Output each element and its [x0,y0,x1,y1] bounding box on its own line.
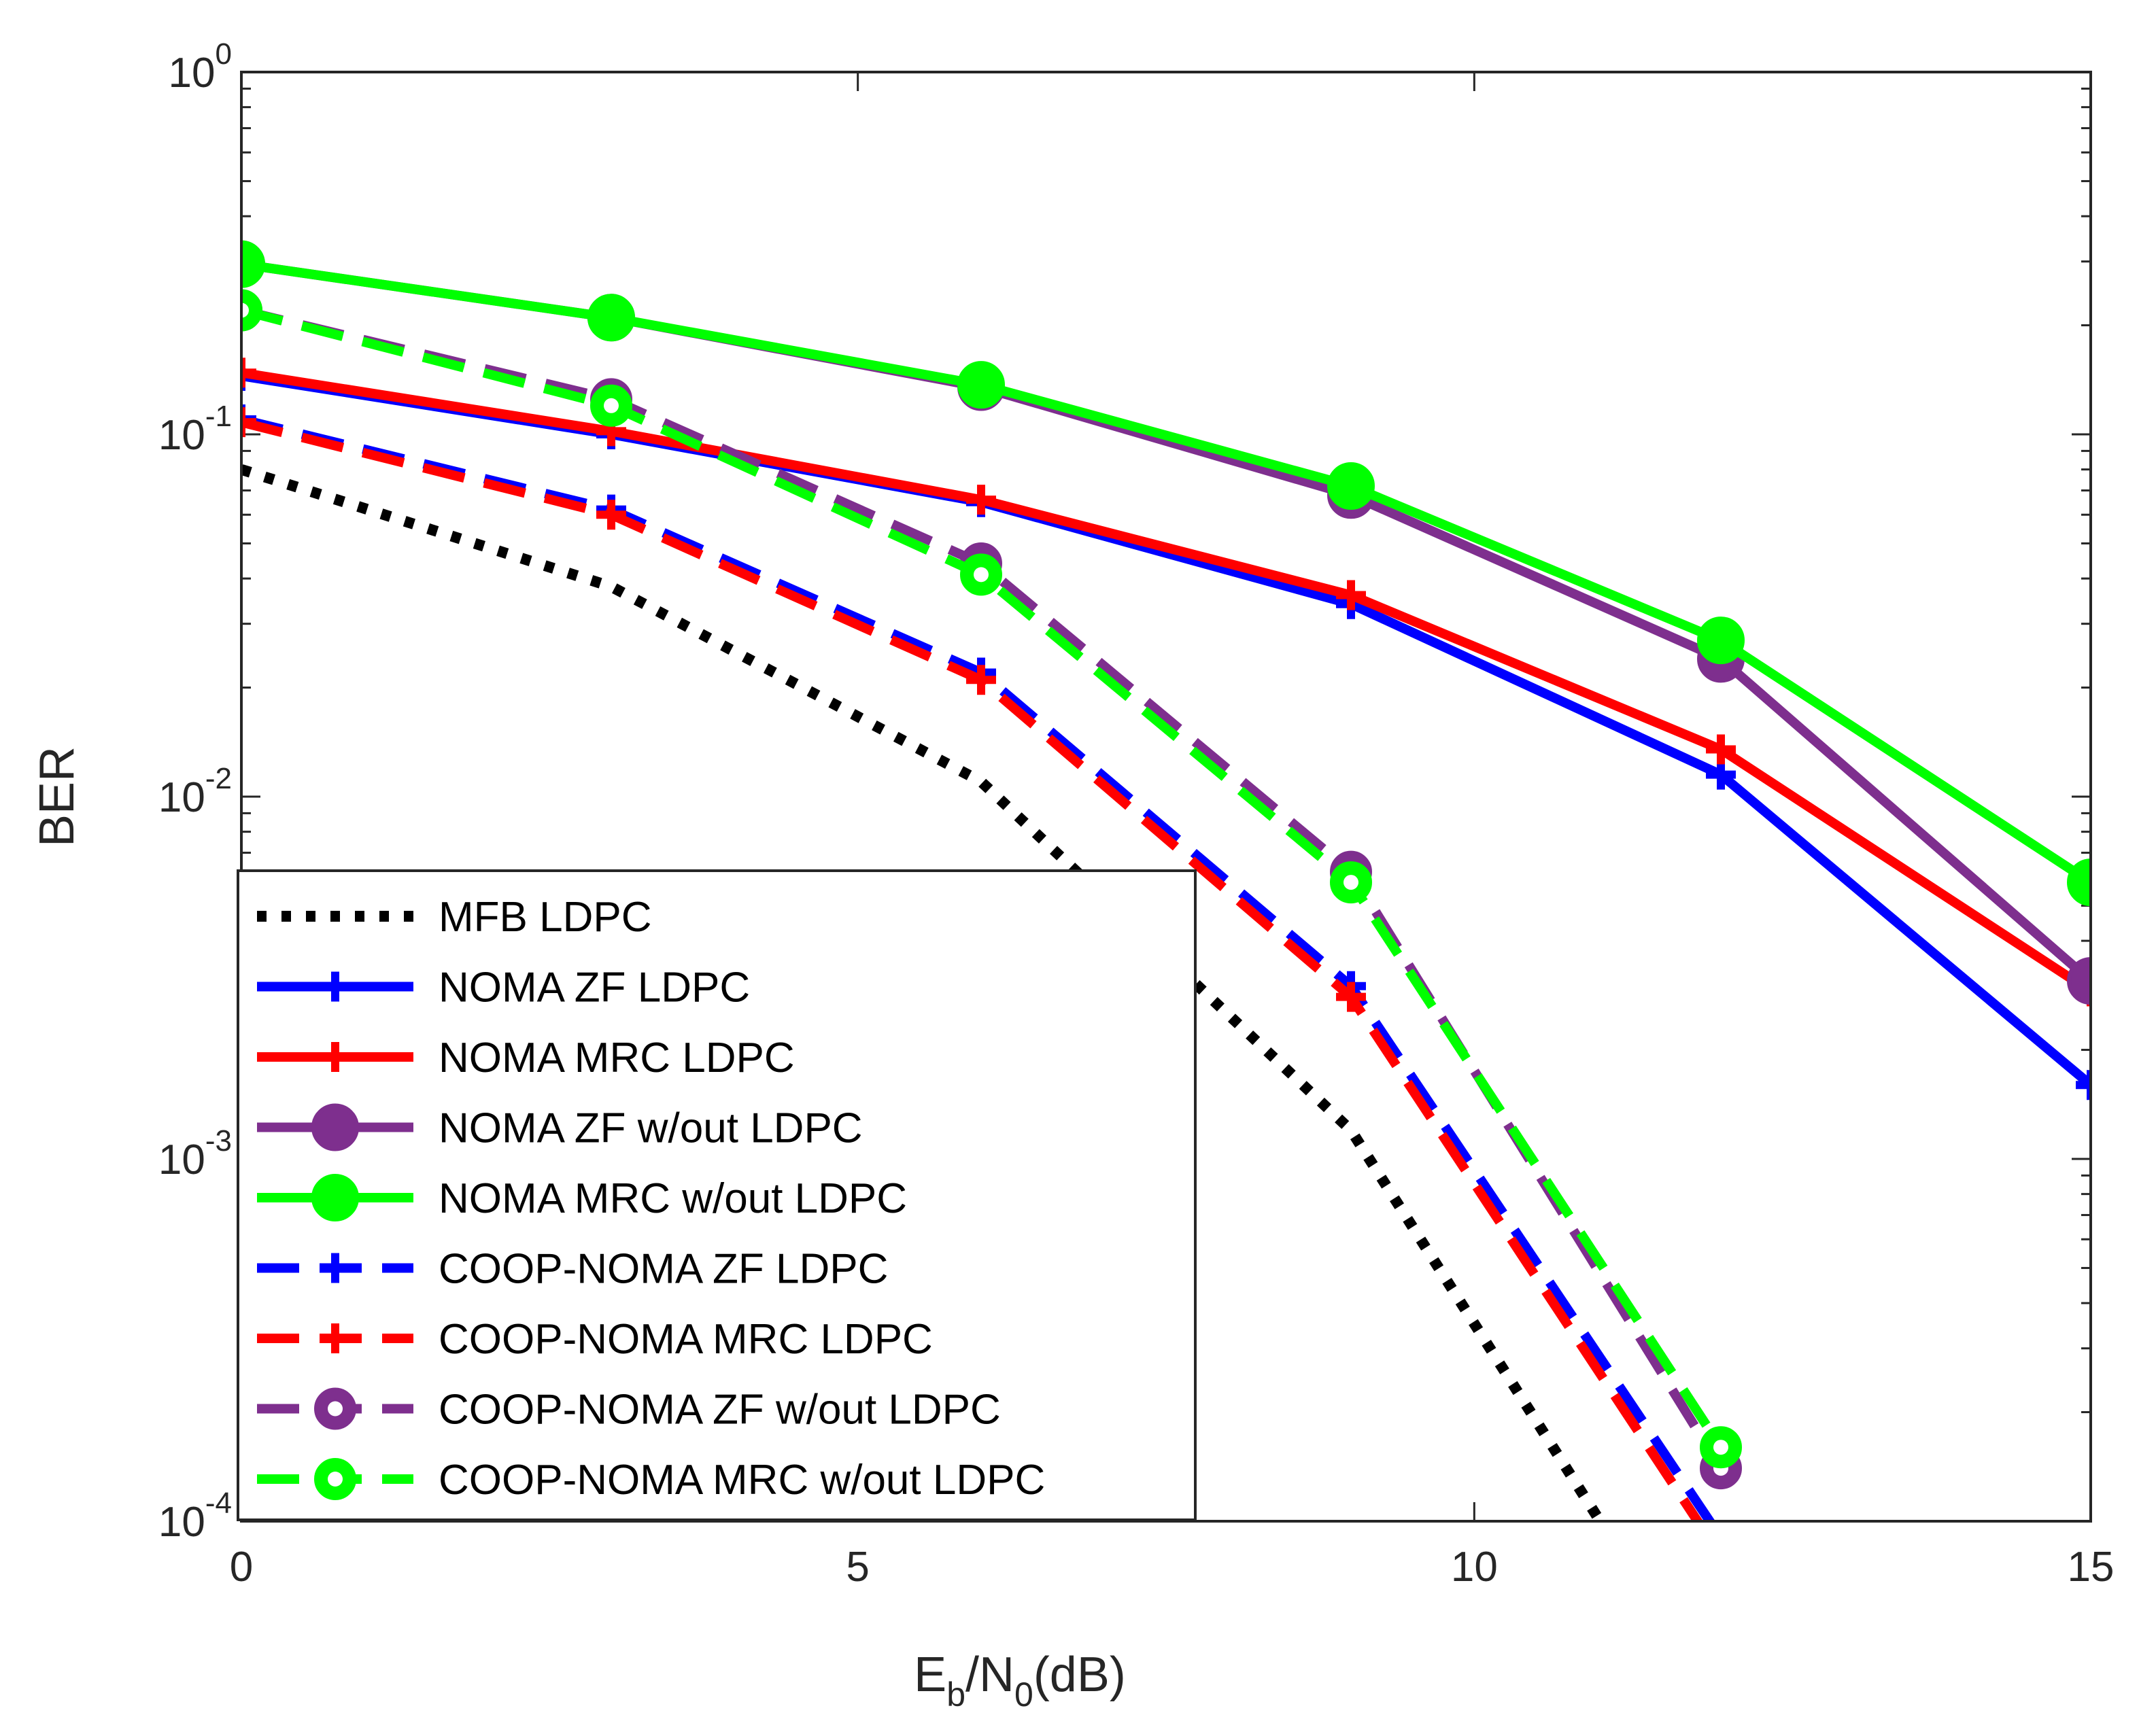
data-point [1706,734,1736,765]
x-axis-label-main: E [914,1648,946,1702]
data-point [320,971,350,1002]
data-point [2076,1070,2091,1100]
data-point-hole [604,398,619,413]
legend-item: COOP-NOMA MRC w/out LDPC [257,1457,1045,1504]
data-point [587,294,635,342]
y-tick-label: 10-1 [158,400,232,459]
data-point [966,485,996,515]
data-point [596,500,626,530]
data-point [966,665,996,695]
legend-label: COOP-NOMA ZF LDPC [439,1246,888,1293]
y-tick-label: 10-4 [158,1487,232,1546]
data-point [241,289,262,332]
series-coop-noma-mrc-w-out-ldpc [241,289,1742,1469]
series-noma-mrc-w-out-ldpc [241,240,2091,907]
y-tick-label: 10-3 [158,1124,232,1183]
y-tick-labels: 100 10-1 10-2 10-3 10-4 [158,37,232,1546]
series-line [241,464,1607,1521]
legend-item: NOMA MRC LDPC [257,1035,795,1081]
series-line [241,259,2091,886]
data-point [320,1042,350,1072]
data-point [241,407,256,438]
data-point-hole [1713,1440,1728,1455]
data-point [320,1323,350,1353]
legend-label: NOMA ZF w/out LDPC [439,1105,863,1152]
legend-label: NOMA MRC w/out LDPC [439,1175,907,1222]
legend-label: MFB LDPC [439,894,651,941]
data-point [1697,617,1745,665]
data-point [320,1253,350,1283]
x-tick-label: 10 [1451,1544,1498,1591]
legend-item: NOMA ZF w/out LDPC [257,1103,863,1152]
legend-item: COOP-NOMA ZF LDPC [257,1246,888,1293]
legend-label: NOMA MRC LDPC [439,1035,795,1081]
legend-label: NOMA ZF LDPC [439,965,750,1011]
legend-item: COOP-NOMA MRC LDPC [257,1316,933,1363]
series-mfb-ldpc [241,464,1607,1521]
data-point [241,240,265,288]
legend-label: COOP-NOMA MRC LDPC [439,1316,933,1363]
legend-item: MFB LDPC [257,894,651,941]
data-point-hole [974,567,989,583]
data-point [311,1103,359,1151]
legend-item: NOMA MRC w/out LDPC [257,1174,907,1222]
series-coop-noma-mrc-ldpc [241,407,1704,1521]
data-point [1336,982,1366,1012]
data-point [1706,759,1736,790]
series-layer [241,240,2091,1521]
data-point-hole [328,1472,343,1487]
x-tick-label: 5 [846,1544,869,1591]
data-point [2067,858,2091,907]
series-line [241,368,2091,996]
x-axis-label-tail: (dB) [1033,1648,1126,1702]
x-axis-label-sub2: 0 [1014,1676,1033,1714]
legend: MFB LDPC NOMA ZF LDPC NOMA MRC LDPC NOMA ZF… [237,869,1197,1521]
y-tick-label: 100 [169,37,232,97]
data-point [1327,462,1375,510]
data-point [241,358,256,388]
x-axis-label-mid: /N [965,1648,1014,1702]
legend-item: NOMA ZF LDPC [257,965,750,1011]
data-point-hole [328,1401,343,1417]
legend-label: COOP-NOMA ZF w/out LDPC [439,1387,1001,1434]
x-tick-label: 15 [2068,1544,2115,1591]
x-tick-labels: 0 5 10 15 [230,1544,2115,1591]
legend-item: COOP-NOMA ZF w/out LDPC [257,1387,1001,1434]
x-axis-label: Eb/N0(dB) [914,1648,1126,1714]
data-point-hole [1344,875,1358,890]
data-point [957,361,1005,409]
data-point [311,1174,359,1221]
data-point [2067,957,2091,1005]
y-tick-label: 10-2 [158,762,232,821]
y-axis-label: BER [30,746,84,847]
x-axis-label-sub1: b [946,1676,965,1714]
x-tick-label: 0 [230,1544,253,1591]
data-point [1336,580,1366,610]
data-point-hole [241,302,249,318]
legend-label: COOP-NOMA MRC w/out LDPC [439,1457,1045,1504]
